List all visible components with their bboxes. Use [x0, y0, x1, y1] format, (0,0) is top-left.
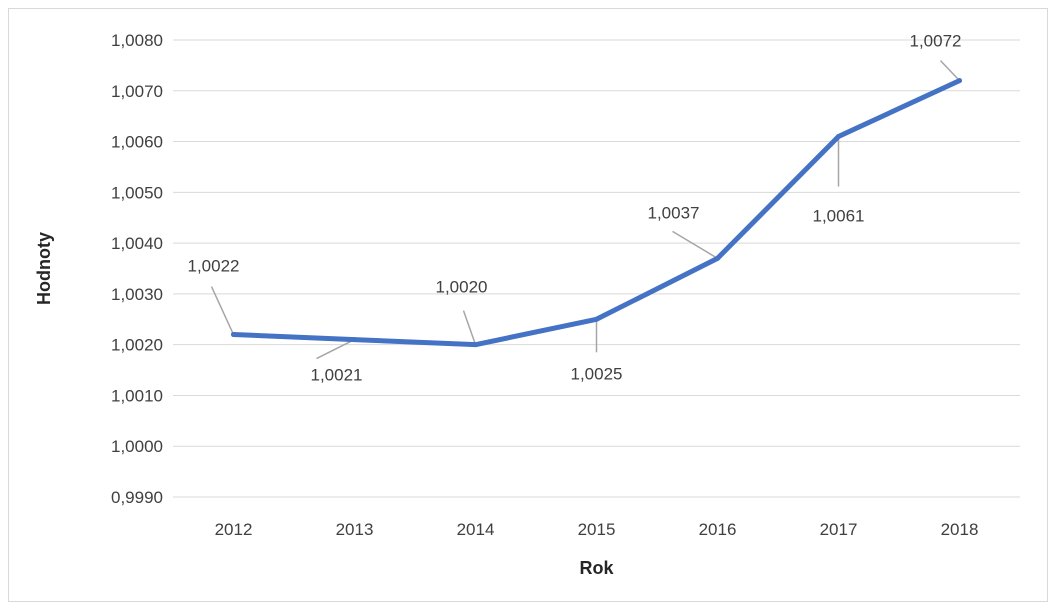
leader-line [672, 230, 718, 259]
leader-lines [210, 60, 961, 360]
x-tick-labels: 2012 2013 2014 2015 2016 2017 2018 [215, 520, 979, 539]
data-label: 1,0037 [648, 203, 700, 222]
data-label: 1,0020 [436, 278, 488, 297]
data-label: 1,0025 [571, 364, 623, 383]
y-tick-label: 1,0030 [111, 285, 163, 304]
data-point [715, 255, 720, 261]
y-axis-title: Hodnoty [34, 232, 54, 305]
x-tick-label: 2016 [699, 520, 737, 539]
y-tick-label: 1,0020 [111, 336, 163, 355]
series-group [231, 78, 962, 348]
leader-line [210, 286, 235, 335]
x-axis-title: Rok [579, 558, 614, 578]
y-tick-label: 1,0060 [111, 133, 163, 152]
x-tick-label: 2015 [578, 520, 616, 539]
gridlines [173, 39, 1020, 498]
y-tick-label: 0,9990 [111, 488, 163, 507]
y-tick-label: 1,0050 [111, 183, 163, 202]
x-tick-label: 2012 [215, 520, 253, 539]
data-label: 1,0061 [813, 206, 865, 225]
leader-line [462, 310, 477, 345]
x-tick-label: 2017 [820, 520, 858, 539]
leader-line [939, 60, 961, 82]
data-point [594, 316, 599, 322]
leader-line [316, 338, 355, 360]
data-labels: 1,0022 1,0021 1,0020 1,0025 1,0037 1,0061 1,00… [188, 32, 962, 385]
x-tick-label: 2014 [457, 520, 495, 539]
data-label: 1,0021 [311, 366, 363, 385]
y-tick-labels: 0,9990 1,0000 1,0010 1,0020 1,0030 1,0040 1,00… [111, 31, 163, 507]
y-tick-label: 1,0040 [111, 234, 163, 253]
x-tick-label: 2013 [336, 520, 374, 539]
data-point [836, 133, 841, 139]
y-tick-label: 1,0080 [111, 31, 163, 50]
data-point [231, 332, 236, 338]
data-point [957, 78, 962, 84]
data-point [352, 337, 357, 343]
chart-frame [8, 8, 1048, 602]
x-tick-label: 2018 [941, 520, 979, 539]
y-tick-label: 1,0000 [111, 437, 163, 456]
data-point [473, 342, 478, 348]
data-label: 1,0022 [188, 257, 240, 276]
y-tick-label: 1,0010 [111, 386, 163, 405]
y-tick-label: 1,0070 [111, 82, 163, 101]
data-label: 1,0072 [910, 32, 962, 51]
